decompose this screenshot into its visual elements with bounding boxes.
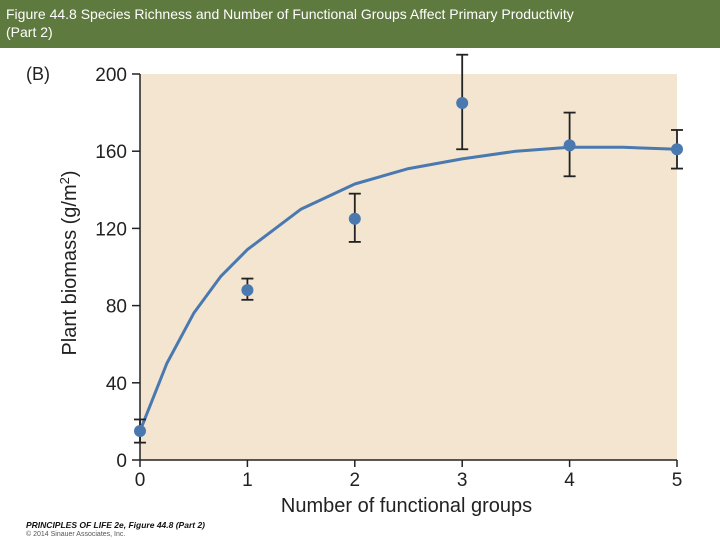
publisher-credit: PRINCIPLES OF LIFE 2e, Figure 44.8 (Part… (26, 520, 206, 530)
plot-background (140, 74, 677, 460)
y-tick-label: 40 (106, 374, 127, 395)
x-tick-label: 0 (135, 470, 146, 491)
data-point (348, 212, 361, 225)
panel-label: (B) (26, 64, 50, 84)
title-bar: Figure 44.8 Species Richness and Number … (0, 0, 720, 48)
x-tick-label: 2 (350, 470, 361, 491)
x-tick-label: 3 (457, 470, 468, 491)
data-point (456, 96, 469, 109)
data-point (563, 139, 576, 152)
copyright-notice: © 2014 Sinauer Associates, Inc. (26, 531, 126, 538)
x-tick-label: 1 (242, 470, 253, 491)
x-tick-label: 4 (564, 470, 575, 491)
y-tick-label: 0 (116, 451, 127, 472)
figure-title-part: (Part 2) (6, 24, 53, 40)
y-tick-label: 200 (95, 65, 127, 86)
y-tick-label: 80 (106, 297, 127, 318)
x-axis-label: Number of functional groups (281, 495, 532, 517)
y-tick-label: 160 (95, 142, 127, 163)
data-point (241, 284, 254, 297)
x-tick-label: 5 (672, 470, 683, 491)
y-axis-label: Plant biomass (g/m2) (57, 170, 81, 355)
data-point (134, 425, 146, 438)
y-tick-label: 120 (95, 219, 127, 240)
figure-title: Figure 44.8 Species Richness and Number … (6, 6, 574, 22)
data-point (671, 143, 683, 156)
